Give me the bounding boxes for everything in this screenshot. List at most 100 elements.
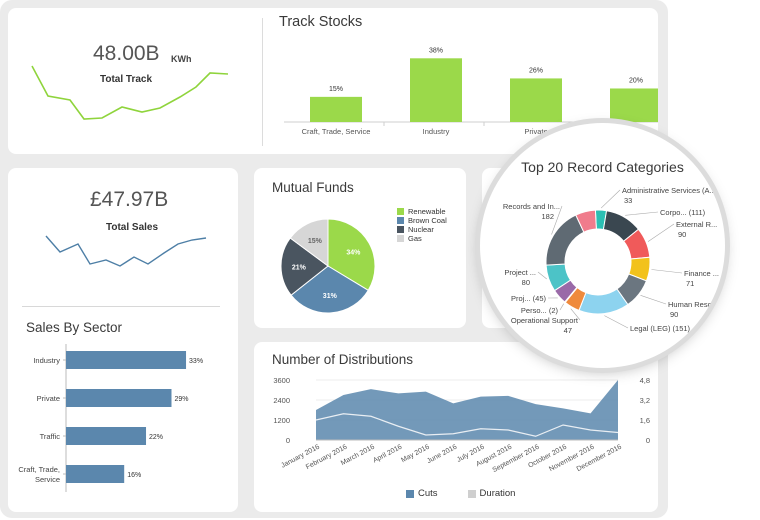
donut-category-label: External R... bbox=[676, 220, 717, 229]
magnifier-lens: Top 20 Record Categories Administrative … bbox=[480, 123, 725, 368]
sales-card: £47.97B Total Sales Sales By Sector 33% I… bbox=[8, 168, 238, 512]
donut-value-label: 71 bbox=[686, 279, 694, 288]
sector-bar bbox=[66, 389, 172, 407]
cuts-area bbox=[316, 380, 618, 440]
donut-category-label: Corpo... (111) bbox=[660, 208, 706, 217]
duration-legend-swatch bbox=[467, 489, 476, 498]
sector-bar bbox=[66, 465, 125, 483]
duration-legend-label: Duration bbox=[479, 488, 516, 499]
mutual-funds-pie: 34% 31% 21% 15% bbox=[280, 218, 376, 314]
donut-leader-line bbox=[640, 295, 667, 305]
sector-value-label: 16% bbox=[127, 472, 141, 479]
track-stocks-value-label: 26% bbox=[529, 67, 543, 74]
card-divider bbox=[22, 306, 220, 307]
pie-legend-label: Gas bbox=[408, 234, 422, 243]
record-categories-donut: Administrative Services (A...33 Corpo... … bbox=[503, 186, 719, 335]
pie-slice bbox=[289, 218, 329, 267]
sector-value-label: 22% bbox=[149, 434, 163, 441]
donut-category-label: Finance ... bbox=[684, 269, 719, 278]
track-stocks-bar bbox=[510, 78, 562, 122]
distributions-title: Number of Distributions bbox=[272, 352, 414, 367]
donut-leader-line bbox=[647, 223, 675, 242]
track-stocks-bar bbox=[410, 58, 462, 122]
donut-leader-line bbox=[570, 308, 581, 321]
donut-category-label: Legal (LEG) (151) bbox=[630, 324, 691, 333]
area-y-tick-label: 3600 bbox=[273, 376, 290, 385]
card-divider bbox=[262, 18, 263, 146]
donut-value-label: 33 bbox=[624, 196, 632, 205]
total-sales-label: Total Sales bbox=[106, 222, 159, 233]
donut-leader-line bbox=[604, 315, 629, 329]
track-stocks-bar bbox=[310, 96, 362, 122]
sector-category-label: Service bbox=[35, 475, 60, 484]
track-stocks-category-label: Private bbox=[524, 127, 547, 136]
pie-legend-swatch bbox=[397, 208, 404, 215]
pie-legend-swatch bbox=[397, 235, 404, 242]
total-track-unit: KWh bbox=[171, 54, 192, 64]
pie-slice bbox=[290, 265, 369, 314]
sector-category-label: Industry bbox=[33, 356, 60, 365]
pie-value-label: 21% bbox=[292, 264, 307, 271]
mutual-funds-legend: Renewable Brown Coal Nuclear Gas bbox=[397, 207, 466, 247]
donut-category-label: Records and In... bbox=[503, 202, 560, 211]
donut-leader-line bbox=[537, 271, 547, 280]
area-x-tick-label: June 2016 bbox=[426, 444, 458, 466]
pie-legend-item: Brown Coal bbox=[397, 216, 447, 225]
sector-value-label: 33% bbox=[189, 358, 203, 365]
pie-legend-label: Brown Coal bbox=[408, 216, 447, 225]
distributions-legend: Cuts Duration bbox=[406, 488, 515, 499]
donut-slice bbox=[575, 209, 597, 233]
donut-slice bbox=[545, 214, 585, 266]
area-y-tick-label: 1200 bbox=[273, 416, 290, 425]
sector-category-label: Craft, Trade, bbox=[18, 465, 60, 474]
sector-category-label: Private bbox=[37, 394, 60, 403]
total-track-label: Total Track bbox=[100, 74, 153, 85]
area-x-tick-label: April 2016 bbox=[372, 444, 403, 465]
donut-category-label: Project ... bbox=[504, 268, 536, 277]
distributions-card: Number of Distributions 3600 2400 1200 0 4,8… bbox=[254, 342, 658, 512]
area-y-tick-label: 2400 bbox=[273, 396, 290, 405]
donut-value-label: 90 bbox=[678, 230, 686, 239]
donut-leader-line bbox=[625, 211, 659, 216]
sector-category-label: Traffic bbox=[40, 432, 61, 441]
donut-category-label: Human Reso... bbox=[668, 300, 718, 309]
donut-value-label: 90 bbox=[670, 310, 678, 319]
pie-legend-label: Nuclear bbox=[408, 225, 434, 234]
donut-value-label: 182 bbox=[541, 212, 554, 221]
pie-value-label: 31% bbox=[323, 293, 338, 300]
total-track-sparkline bbox=[31, 65, 229, 120]
pie-value-label: 34% bbox=[346, 250, 361, 257]
area-x-tick-label: September 2016 bbox=[492, 444, 541, 475]
pie-legend-swatch bbox=[397, 226, 404, 233]
donut-value-label: 80 bbox=[522, 278, 530, 287]
pie-slice bbox=[280, 237, 329, 296]
donut-leader-line bbox=[559, 303, 564, 311]
area-y2-tick-label: 4,8 bbox=[640, 376, 650, 385]
area-y2-tick-label: 3,2 bbox=[640, 396, 650, 405]
track-stocks-value-label: 38% bbox=[429, 47, 443, 54]
track-stocks-value-label: 15% bbox=[329, 86, 343, 93]
donut-leader-line bbox=[651, 269, 683, 274]
total-sales-value: £47.97B bbox=[90, 188, 169, 211]
mutual-funds-title: Mutual Funds bbox=[272, 180, 354, 195]
track-stocks-category-label: Industry bbox=[423, 127, 450, 136]
total-track-value: 48.00B bbox=[93, 42, 160, 65]
sector-value-label: 29% bbox=[174, 396, 188, 403]
donut-category-label: Operational Support bbox=[511, 316, 579, 325]
mutual-funds-card: Mutual Funds 34% 31% 21% 15% Renewable Brown… bbox=[254, 168, 466, 328]
track-stocks-title: Track Stocks bbox=[279, 14, 363, 30]
track-stocks-value-label: 20% bbox=[629, 77, 643, 84]
track-stocks-bar bbox=[610, 88, 658, 122]
donut-category-label: Perso... (2) bbox=[521, 306, 559, 315]
track-stocks-category-label: Craft, Trade, Service bbox=[302, 127, 371, 136]
sales-by-sector-chart: 33% Industry 29% Private 22% Traffic 16% Craft,… bbox=[18, 344, 203, 492]
duration-line bbox=[315, 413, 619, 437]
donut-category-label: Proj... (45) bbox=[511, 294, 547, 303]
cuts-legend-swatch bbox=[406, 489, 414, 498]
total-sales-sparkline bbox=[45, 235, 207, 267]
pie-value-label: 15% bbox=[308, 238, 323, 245]
pie-legend-item: Gas bbox=[397, 234, 422, 243]
donut-leader-line bbox=[600, 189, 621, 209]
total-track-card: 48.00B KWh Total Track Track Stocks 15% C… bbox=[8, 8, 658, 154]
area-y-tick-label: 0 bbox=[286, 436, 290, 445]
